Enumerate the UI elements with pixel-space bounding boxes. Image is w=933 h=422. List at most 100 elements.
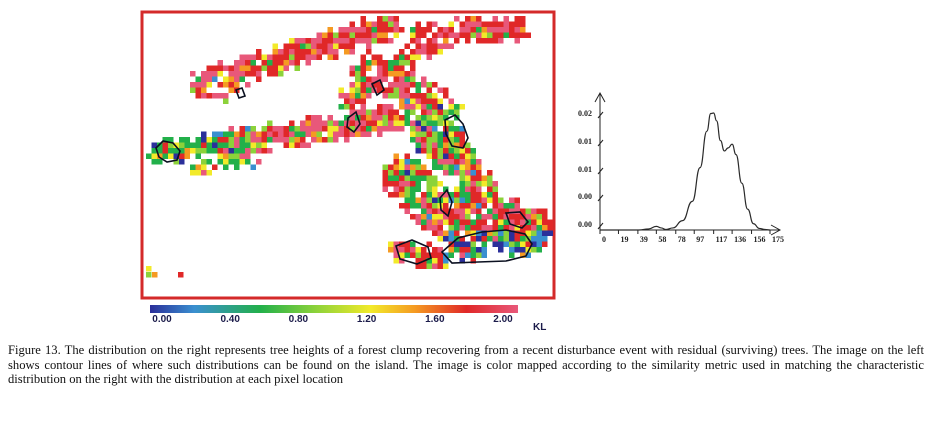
map-cell	[410, 186, 416, 192]
map-cell	[201, 170, 207, 176]
map-cell	[481, 214, 487, 220]
map-cell	[322, 43, 328, 49]
map-cell	[360, 109, 366, 115]
map-cell	[443, 115, 449, 121]
map-cell	[234, 153, 240, 159]
colorbar-tick-label: 0.00	[152, 314, 172, 325]
map-cell	[437, 153, 443, 159]
x-tick-label: 117	[716, 235, 728, 244]
y-tick-mark	[597, 194, 604, 202]
map-cell	[476, 164, 482, 170]
map-cell	[267, 148, 273, 154]
map-cell	[487, 181, 493, 187]
map-cell	[388, 241, 394, 247]
map-cell	[426, 225, 432, 231]
map-cell	[514, 21, 520, 27]
map-cells	[146, 16, 553, 278]
map-cell	[212, 65, 218, 71]
map-cell	[470, 148, 476, 154]
map-cell	[311, 54, 317, 60]
map-cell	[487, 170, 493, 176]
map-cell	[481, 236, 487, 242]
map-cell	[382, 181, 388, 187]
map-cell	[228, 126, 234, 132]
map-cell	[465, 159, 471, 165]
map-cell	[448, 252, 454, 258]
map-cell	[344, 49, 350, 55]
map-cell	[173, 159, 179, 165]
map-cell	[239, 159, 245, 165]
map-cell	[503, 236, 509, 242]
map-cell	[366, 43, 372, 49]
map-cell	[388, 27, 394, 33]
map-cell	[465, 192, 471, 198]
map-cell	[228, 87, 234, 93]
map-cell	[459, 27, 465, 33]
map-cell	[316, 49, 322, 55]
map-cell	[459, 225, 465, 231]
map-cell	[316, 120, 322, 126]
map-cell	[355, 126, 361, 132]
map-cell	[349, 126, 355, 132]
map-cell	[393, 252, 399, 258]
map-cell	[509, 236, 515, 242]
map-cell	[234, 65, 240, 71]
map-cell	[531, 214, 537, 220]
map-cell	[421, 252, 427, 258]
map-cell	[443, 170, 449, 176]
map-cell	[454, 16, 460, 22]
map-cell	[399, 164, 405, 170]
map-cell	[316, 43, 322, 49]
map-cell	[514, 38, 520, 44]
map-cell	[415, 181, 421, 187]
map-cell	[437, 27, 443, 33]
map-cell	[481, 247, 487, 253]
map-cell	[448, 104, 454, 110]
map-cell	[283, 142, 289, 148]
map-cell	[239, 142, 245, 148]
map-cell	[245, 126, 251, 132]
map-cell	[476, 225, 482, 231]
map-cell	[289, 60, 295, 66]
map-cell	[349, 71, 355, 77]
map-cell	[151, 142, 157, 148]
map-cell	[410, 170, 416, 176]
map-cell	[338, 104, 344, 110]
map-cell	[278, 60, 284, 66]
map-cell	[388, 120, 394, 126]
map-cell	[432, 126, 438, 132]
map-cell	[283, 137, 289, 143]
contour-line	[234, 86, 247, 100]
map-cell	[399, 82, 405, 88]
map-cell	[492, 230, 498, 236]
map-cell	[300, 131, 306, 137]
map-cell	[410, 93, 416, 99]
map-cell	[267, 54, 273, 60]
map-cell	[426, 82, 432, 88]
map-cell	[344, 32, 350, 38]
map-cell	[223, 142, 229, 148]
map-cell	[146, 153, 152, 159]
map-cell	[294, 65, 300, 71]
map-cell	[399, 27, 405, 33]
map-cell	[212, 148, 218, 154]
map-cell	[410, 32, 416, 38]
map-cell	[432, 219, 438, 225]
map-cell	[250, 54, 256, 60]
map-cell	[443, 219, 449, 225]
map-cell	[498, 38, 504, 44]
map-cell	[525, 252, 531, 258]
map-cell	[542, 208, 548, 214]
map-cell	[157, 148, 163, 154]
map-cell	[327, 137, 333, 143]
map-cell	[245, 65, 251, 71]
map-cell	[448, 159, 454, 165]
map-cell	[487, 38, 493, 44]
map-cell	[459, 170, 465, 176]
map-cell	[404, 60, 410, 66]
map-cell	[355, 131, 361, 137]
map-cell	[355, 120, 361, 126]
map-cell	[283, 43, 289, 49]
map-cell	[542, 236, 548, 242]
map-cell	[470, 32, 476, 38]
